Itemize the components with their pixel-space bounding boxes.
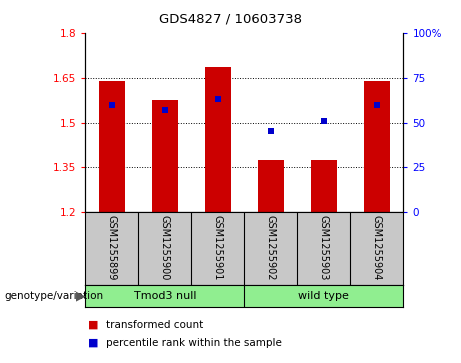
Text: GDS4827 / 10603738: GDS4827 / 10603738	[159, 13, 302, 26]
Bar	[99, 81, 125, 212]
Bar	[205, 67, 231, 212]
Text: wild type: wild type	[298, 291, 349, 301]
Bar	[258, 160, 284, 212]
Text: ▶: ▶	[76, 289, 85, 302]
Text: Tmod3 null: Tmod3 null	[134, 291, 196, 301]
Text: GSM1255902: GSM1255902	[266, 215, 276, 280]
Text: GSM1255901: GSM1255901	[213, 215, 223, 280]
Text: transformed count: transformed count	[106, 320, 203, 330]
Text: genotype/variation: genotype/variation	[5, 291, 104, 301]
Text: GSM1255899: GSM1255899	[107, 215, 117, 280]
Text: GSM1255900: GSM1255900	[160, 215, 170, 280]
Text: GSM1255903: GSM1255903	[319, 215, 329, 280]
Bar	[152, 100, 178, 212]
Bar	[311, 160, 337, 212]
Text: ■: ■	[88, 338, 98, 348]
Text: GSM1255904: GSM1255904	[372, 215, 382, 280]
Text: percentile rank within the sample: percentile rank within the sample	[106, 338, 282, 348]
Text: ■: ■	[88, 320, 98, 330]
Bar	[364, 81, 390, 212]
